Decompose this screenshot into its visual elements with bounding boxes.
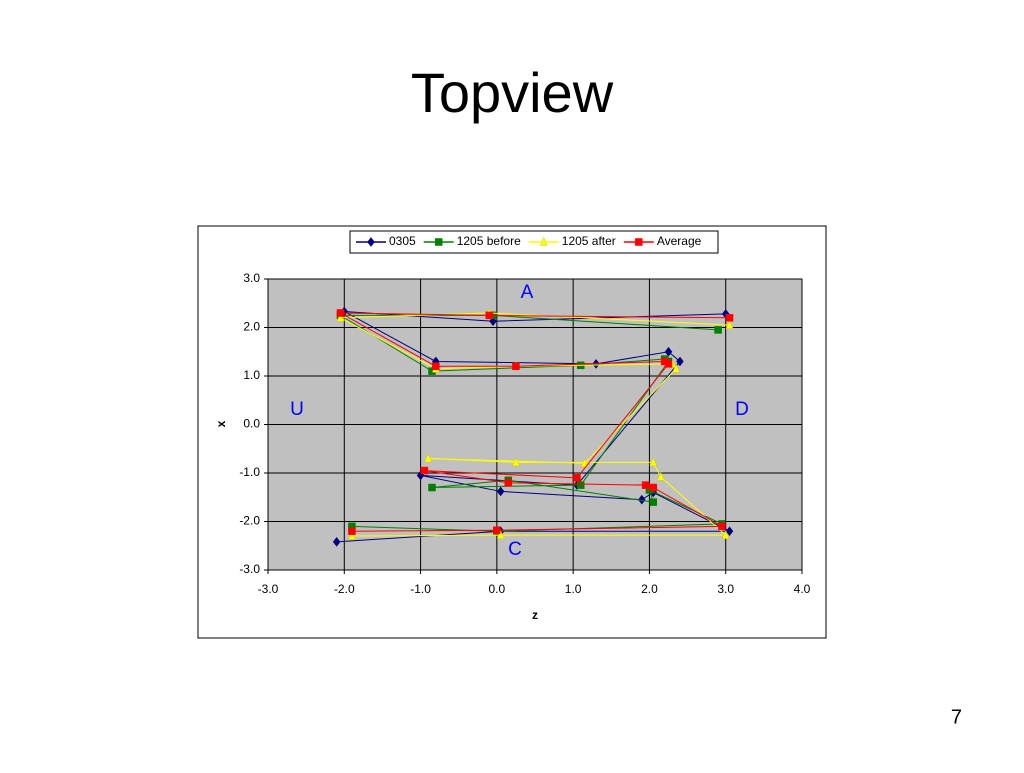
- marker: [649, 498, 657, 506]
- annotation: U: [290, 399, 304, 420]
- legend-marker: [635, 238, 643, 246]
- x-tick-label: 3.0: [717, 582, 734, 596]
- y-tick-label: 1.0: [243, 368, 260, 382]
- marker: [649, 483, 657, 492]
- x-tick-label: 4.0: [794, 582, 811, 596]
- legend-marker: [539, 236, 548, 246]
- marker: [512, 362, 520, 371]
- marker: [336, 309, 345, 317]
- y-tick-label: 2.0: [243, 320, 260, 334]
- marker: [485, 311, 493, 320]
- marker: [641, 481, 650, 489]
- x-tick-label: 1.0: [565, 582, 582, 596]
- marker: [428, 483, 436, 492]
- marker: [424, 453, 433, 463]
- marker: [496, 529, 505, 539]
- legend-marker: [434, 238, 443, 246]
- y-axis-label: x: [214, 420, 228, 427]
- marker: [664, 360, 673, 368]
- y-tick-label: 3.0: [243, 271, 260, 285]
- marker: [714, 326, 722, 334]
- marker: [664, 346, 673, 357]
- marker: [649, 457, 658, 467]
- annotation: A: [521, 282, 534, 303]
- marker: [676, 356, 684, 367]
- marker: [725, 526, 734, 537]
- marker: [504, 478, 513, 487]
- x-tick-label: -1.0: [410, 582, 431, 596]
- y-tick-label: -3.0: [239, 562, 260, 576]
- marker: [512, 457, 520, 467]
- marker: [580, 458, 589, 468]
- x-tick-label: 2.0: [641, 582, 658, 596]
- legend-label: 1205 after: [562, 234, 616, 248]
- y-tick-label: -2.0: [239, 514, 260, 528]
- annotation: C: [508, 539, 522, 560]
- y-tick-label: -1.0: [239, 465, 260, 479]
- marker: [336, 312, 345, 322]
- marker: [332, 536, 341, 547]
- legend-label: Average: [657, 234, 702, 248]
- marker: [573, 474, 581, 482]
- legend-label: 1205 before: [457, 234, 521, 248]
- marker: [721, 529, 730, 539]
- marker: [420, 466, 429, 475]
- y-tick-label: 0.0: [243, 417, 260, 431]
- marker: [725, 319, 734, 329]
- marker: [577, 481, 585, 489]
- x-axis-label: z: [532, 608, 538, 622]
- x-tick-label: -3.0: [258, 582, 279, 596]
- marker: [348, 530, 356, 540]
- legend-label: 0305: [389, 234, 416, 248]
- slide-title: Topview: [411, 61, 614, 124]
- legend-marker: [367, 237, 375, 247]
- marker: [496, 486, 505, 497]
- annotation: D: [735, 399, 749, 420]
- marker: [656, 471, 665, 481]
- x-tick-label: -2.0: [334, 582, 355, 596]
- marker: [672, 363, 681, 373]
- x-tick-label: 0.0: [489, 582, 506, 596]
- marker: [718, 522, 726, 531]
- marker: [725, 314, 734, 322]
- marker: [637, 494, 646, 505]
- page-number: 7: [951, 706, 962, 728]
- marker: [348, 527, 356, 535]
- marker: [432, 362, 440, 371]
- marker: [493, 526, 501, 534]
